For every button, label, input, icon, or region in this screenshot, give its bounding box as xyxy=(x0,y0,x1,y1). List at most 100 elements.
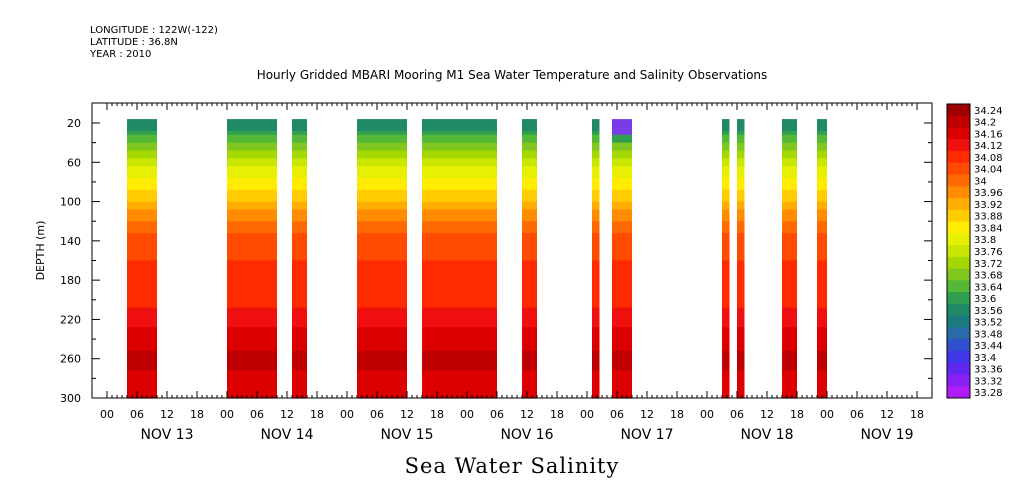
salinity-cell-5 xyxy=(522,327,537,332)
header-latitude: LATITUDE : 36.8N xyxy=(90,37,178,48)
x-hour-label: 12 xyxy=(640,408,654,421)
salinity-cell-3 xyxy=(357,181,407,187)
salinity-cell-11 xyxy=(817,154,827,159)
salinity-cell-3 xyxy=(357,142,407,148)
salinity-cell-4 xyxy=(422,174,497,179)
salinity-cell-6 xyxy=(592,123,600,128)
colorbar-label: 33.28 xyxy=(974,388,1003,399)
salinity-cell-7 xyxy=(612,260,632,266)
salinity-cell-4 xyxy=(422,150,497,156)
salinity-cell-4 xyxy=(422,170,497,175)
salinity-cell-10 xyxy=(782,162,797,167)
salinity-cell-0 xyxy=(127,311,157,317)
colorbar-frame xyxy=(946,103,971,399)
salinity-cell-7 xyxy=(612,209,632,214)
salinity-cell-2 xyxy=(292,213,307,218)
salinity-cell-5 xyxy=(522,354,537,360)
salinity-cell-9 xyxy=(737,189,745,195)
salinity-cell-2 xyxy=(292,229,307,234)
colorbar-label: 33.44 xyxy=(974,341,1003,352)
salinity-cell-1 xyxy=(227,248,277,254)
salinity-cell-9 xyxy=(737,362,745,368)
salinity-cell-0 xyxy=(127,350,157,356)
salinity-cell-8 xyxy=(722,268,730,273)
salinity-cell-0 xyxy=(127,240,157,246)
salinity-cell-8 xyxy=(722,119,730,124)
salinity-cell-2 xyxy=(292,209,307,214)
salinity-cell-10 xyxy=(782,307,797,313)
salinity-cell-8 xyxy=(722,390,730,395)
salinity-cell-5 xyxy=(522,123,537,128)
salinity-cell-0 xyxy=(127,303,157,309)
salinity-cell-0 xyxy=(127,264,157,269)
salinity-cell-1 xyxy=(227,339,277,344)
salinity-cell-1 xyxy=(227,130,277,136)
colorbar-swatch xyxy=(947,362,970,375)
salinity-cell-10 xyxy=(782,217,797,222)
salinity-cell-6 xyxy=(592,346,600,352)
salinity-cell-7 xyxy=(612,284,632,289)
salinity-cell-7 xyxy=(612,291,632,297)
salinity-cell-1 xyxy=(227,350,277,356)
salinity-cell-3 xyxy=(357,350,407,356)
salinity-cell-5 xyxy=(522,284,537,289)
salinity-cell-5 xyxy=(522,343,537,348)
salinity-cell-1 xyxy=(227,170,277,175)
salinity-cell-6 xyxy=(592,134,600,140)
salinity-cell-8 xyxy=(722,134,730,140)
salinity-cell-9 xyxy=(737,193,745,199)
salinity-cell-5 xyxy=(522,331,537,336)
x-hour-label: 12 xyxy=(880,408,894,421)
salinity-cell-2 xyxy=(292,374,307,379)
salinity-cell-7 xyxy=(612,323,632,328)
salinity-cell-6 xyxy=(592,307,600,313)
salinity-cell-6 xyxy=(592,335,600,340)
salinity-cell-6 xyxy=(592,236,600,242)
salinity-cell-11 xyxy=(817,193,827,199)
salinity-cell-3 xyxy=(357,339,407,344)
salinity-cell-5 xyxy=(522,170,537,175)
salinity-cell-2 xyxy=(292,256,307,262)
salinity-cell-7 xyxy=(612,150,632,156)
colorbar-swatch xyxy=(947,209,970,223)
salinity-cell-7 xyxy=(612,181,632,187)
salinity-cell-6 xyxy=(592,229,600,234)
colorbar-swatch xyxy=(947,233,970,246)
salinity-cell-11 xyxy=(817,327,827,332)
salinity-cell-5 xyxy=(522,350,537,356)
salinity-cell-10 xyxy=(782,386,797,391)
salinity-cell-7 xyxy=(612,185,632,191)
salinity-cell-7 xyxy=(612,134,632,140)
salinity-cell-8 xyxy=(722,350,730,356)
salinity-cell-11 xyxy=(817,378,827,383)
salinity-cell-2 xyxy=(292,280,307,285)
salinity-cell-11 xyxy=(817,170,827,175)
salinity-cell-3 xyxy=(357,343,407,348)
salinity-cell-1 xyxy=(227,358,277,364)
salinity-cell-3 xyxy=(357,370,407,376)
salinity-cell-6 xyxy=(592,331,600,336)
salinity-cell-3 xyxy=(357,323,407,328)
salinity-cell-10 xyxy=(782,319,797,324)
salinity-cell-10 xyxy=(782,170,797,175)
salinity-cell-11 xyxy=(817,362,827,368)
salinity-cell-10 xyxy=(782,378,797,383)
salinity-cell-9 xyxy=(737,170,745,175)
salinity-cell-9 xyxy=(737,272,745,277)
salinity-cell-10 xyxy=(782,240,797,246)
salinity-cell-7 xyxy=(612,244,632,250)
salinity-cell-11 xyxy=(817,166,827,171)
salinity-cell-2 xyxy=(292,346,307,352)
x-hour-label: 00 xyxy=(220,408,234,421)
salinity-cell-7 xyxy=(612,264,632,269)
salinity-cell-7 xyxy=(612,130,632,136)
salinity-cell-9 xyxy=(737,185,745,191)
salinity-cell-1 xyxy=(227,319,277,324)
salinity-cell-1 xyxy=(227,256,277,262)
salinity-cell-11 xyxy=(817,284,827,289)
salinity-cell-1 xyxy=(227,299,277,305)
salinity-cell-11 xyxy=(817,123,827,128)
salinity-cell-2 xyxy=(292,248,307,254)
salinity-cell-11 xyxy=(817,146,827,152)
salinity-cell-4 xyxy=(422,284,497,289)
